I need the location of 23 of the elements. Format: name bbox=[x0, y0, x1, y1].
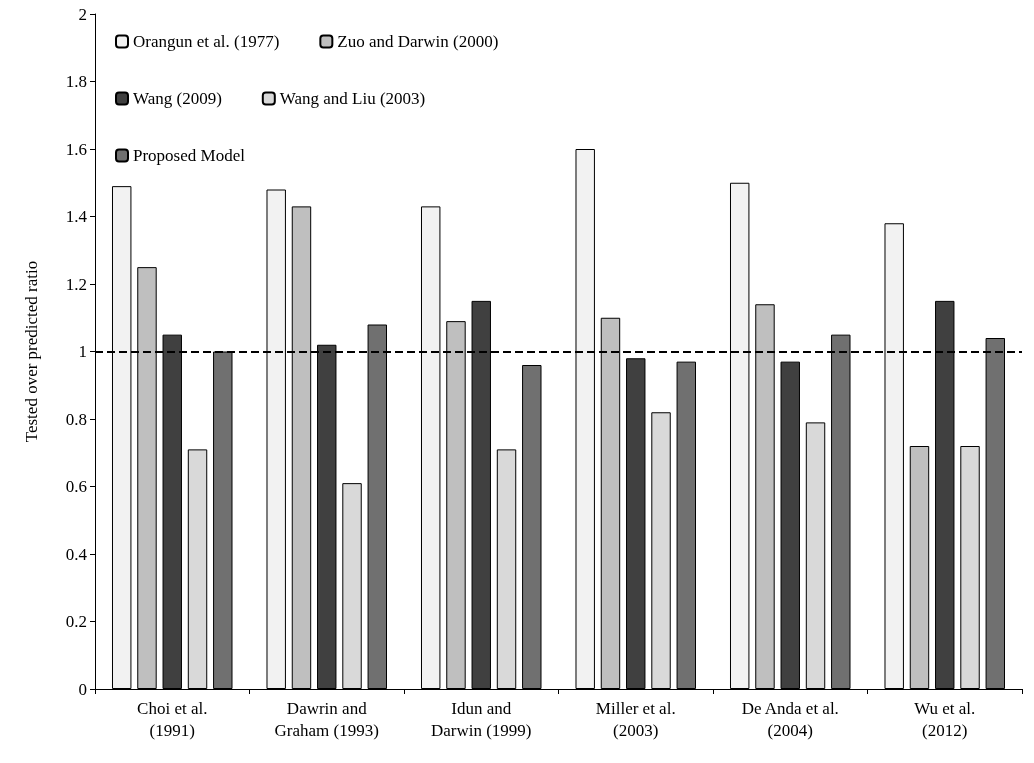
legend-label: Zuo and Darwin (2000) bbox=[337, 32, 499, 51]
legend-label: Wang and Liu (2003) bbox=[279, 89, 426, 108]
y-tick-label: 1.2 bbox=[65, 274, 87, 294]
y-axis-title: Tested over predicted ratio bbox=[22, 260, 41, 443]
y-tick-label: 0 bbox=[78, 679, 87, 699]
y-tick-label: 0.6 bbox=[65, 477, 87, 496]
x-tick-label: Choi et al. (1991) bbox=[137, 698, 208, 740]
y-tick-label: 1 bbox=[78, 342, 87, 361]
legend-label: Proposed Model bbox=[133, 146, 246, 165]
x-tick-label: Idun and Darwin (1999) bbox=[430, 698, 532, 740]
y-tick-label: 1.4 bbox=[65, 207, 88, 226]
x-tick-label: De Anda et al. (2004) bbox=[741, 698, 839, 740]
x-tick-label: Dawrin and Graham (1993) bbox=[274, 698, 379, 740]
y-tick-label: 0.8 bbox=[65, 409, 87, 429]
y-tick-label: 2 bbox=[78, 4, 87, 24]
y-tick-label: 0.4 bbox=[65, 544, 88, 564]
y-tick-label: 1.8 bbox=[65, 72, 87, 91]
legend-label: Wang (2009) bbox=[133, 89, 222, 108]
y-tick-label: 0.2 bbox=[65, 612, 87, 631]
y-tick-label: 1.6 bbox=[65, 139, 87, 159]
legend-label: Orangun et al. (1977) bbox=[133, 32, 280, 51]
x-tick-label: Miller et al. (2003) bbox=[595, 698, 676, 740]
x-tick-label: Wu et al. (2012) bbox=[914, 698, 976, 740]
